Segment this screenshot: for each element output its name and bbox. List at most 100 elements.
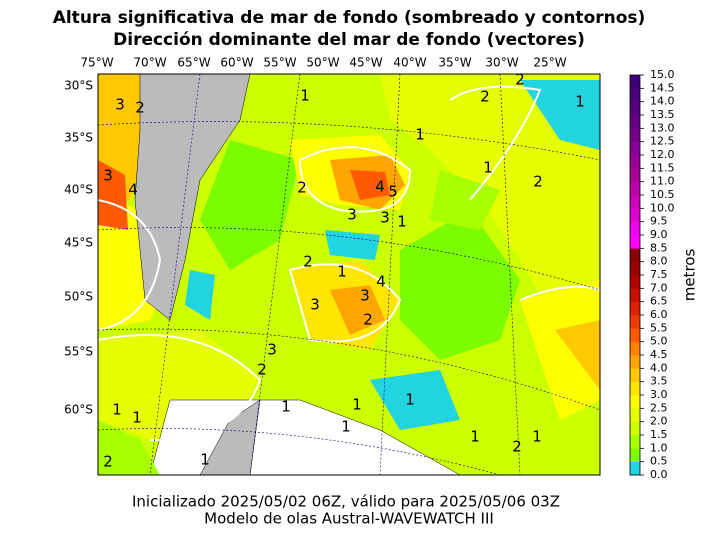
colorbar-segment: [630, 128, 640, 142]
footer-line: Modelo de olas Austral-WAVEWATCH III: [204, 510, 494, 528]
colorbar-segment: [630, 435, 640, 449]
contour-label: 3: [360, 287, 370, 305]
colorbar-tick-label: 3.5: [650, 375, 668, 388]
colorbar-segment: [630, 355, 640, 369]
lon-label: 65°W: [177, 56, 210, 70]
colorbar-segment: [630, 368, 640, 382]
colorbar-segment: [630, 141, 640, 156]
contour-label: 1: [575, 93, 585, 111]
colorbar-segment: [630, 208, 640, 222]
colorbar-tick-label: 11.0: [650, 175, 675, 188]
lat-label: 60°S: [64, 403, 93, 417]
colorbar-segment: [630, 195, 640, 209]
lon-label: 30°W: [485, 56, 518, 70]
lon-label: 45°W: [349, 56, 382, 70]
contour-label: 1: [532, 428, 542, 446]
colorbar-tick-label: 0.0: [650, 468, 668, 481]
colorbar-tick-label: 0.5: [650, 455, 668, 468]
contour-label: 4: [375, 178, 385, 196]
contour-label: 3: [380, 209, 390, 227]
colorbar-tick-label: 6.0: [650, 308, 668, 321]
lat-label: 55°S: [64, 345, 93, 359]
contour-label: 5: [388, 183, 398, 201]
contour-label: 1: [341, 418, 351, 436]
contour-label: 2: [303, 253, 313, 271]
title-line: Dirección dominante del mar de fondo (ve…: [113, 30, 585, 50]
lon-label: 35°W: [438, 56, 471, 70]
colorbar-tick-label: 10.5: [650, 188, 675, 201]
colorbar-label: metros: [681, 249, 699, 302]
colorbar-segment: [630, 155, 640, 169]
contour-label: 2: [103, 453, 113, 471]
colorbar-segment: [630, 301, 640, 316]
contour-label: 3: [347, 206, 357, 224]
lon-label: 25°W: [533, 56, 566, 70]
colorbar-tick-label: 7.5: [650, 268, 668, 281]
colorbar-tick-label: 7.0: [650, 281, 668, 294]
colorbar-tick-label: 9.0: [650, 228, 668, 241]
colorbar-segment: [630, 181, 640, 196]
contour-label: 1: [415, 126, 425, 144]
colorbar-tick-label: 9.5: [650, 215, 668, 228]
colorbar-tick-label: 10.0: [650, 201, 675, 214]
map-field: [98, 74, 600, 475]
lat-label: 35°S: [64, 131, 93, 145]
colorbar-segment: [630, 381, 640, 396]
contour-label: 2: [257, 361, 267, 379]
colorbar-tick-label: 14.5: [650, 81, 675, 94]
lon-label: 55°W: [263, 56, 296, 70]
contour-label: 1: [300, 87, 310, 105]
contour-label: 1: [397, 213, 407, 231]
colorbar-segment: [630, 115, 640, 129]
colorbar-tick-label: 11.5: [650, 161, 675, 174]
lon-label: 75°W: [80, 56, 113, 70]
colorbar-segment: [630, 248, 640, 262]
contour-label: 1: [483, 159, 493, 177]
contour-label: 1: [200, 451, 210, 469]
colorbar-tick-label: 1.5: [650, 428, 668, 441]
colorbar-segment: [630, 235, 640, 249]
contour-label: 2: [533, 173, 543, 191]
colorbar-segment: [630, 315, 640, 329]
colorbar-tick-label: 12.0: [650, 148, 675, 161]
colorbar-tick-label: 8.0: [650, 255, 668, 268]
colorbar-tick-label: 15.0: [650, 68, 675, 81]
colorbar-segment: [630, 75, 640, 89]
colorbar-tick-label: 4.0: [650, 361, 668, 374]
lat-label: 45°S: [64, 236, 93, 250]
contour-label: 1: [281, 398, 291, 416]
colorbar-segment: [630, 448, 640, 462]
contour-label: 2: [512, 438, 522, 456]
contour-label: 1: [405, 391, 415, 409]
contour-label: 2: [515, 71, 525, 89]
colorbar-segment: [630, 408, 640, 422]
colorbar-segment: [630, 88, 640, 102]
lon-label: 60°W: [220, 56, 253, 70]
contour-label: 4: [376, 273, 386, 291]
map-frame: [97, 73, 601, 476]
colorbar-tick-label: 1.0: [650, 441, 668, 454]
colorbar-tick-label: 12.5: [650, 135, 675, 148]
colorbar-segment: [630, 288, 640, 302]
lat-label: 30°S: [64, 79, 93, 93]
colorbar-tick-label: 5.0: [650, 335, 668, 348]
contour-label: 2: [363, 311, 373, 329]
contour-label: 1: [112, 401, 122, 419]
colorbar-tick-label: 2.0: [650, 415, 668, 428]
colorbar-segment: [630, 275, 640, 289]
contour-label: 2: [480, 88, 490, 106]
contour-label: 1: [132, 409, 142, 427]
colorbar-tick-label: 5.5: [650, 321, 668, 334]
colorbar-tick-label: 6.5: [650, 295, 668, 308]
contour-label: 1: [352, 396, 362, 414]
contour-label: 4: [128, 181, 138, 199]
colorbar-segment: [630, 168, 640, 182]
colorbar-tick-label: 3.0: [650, 388, 668, 401]
lat-label: 40°S: [64, 183, 93, 197]
colorbar-tick-label: 4.5: [650, 348, 668, 361]
contour-label: 3: [115, 96, 125, 114]
lon-label: 40°W: [393, 56, 426, 70]
colorbar-segment: [630, 328, 640, 342]
lon-label: 50°W: [306, 56, 339, 70]
